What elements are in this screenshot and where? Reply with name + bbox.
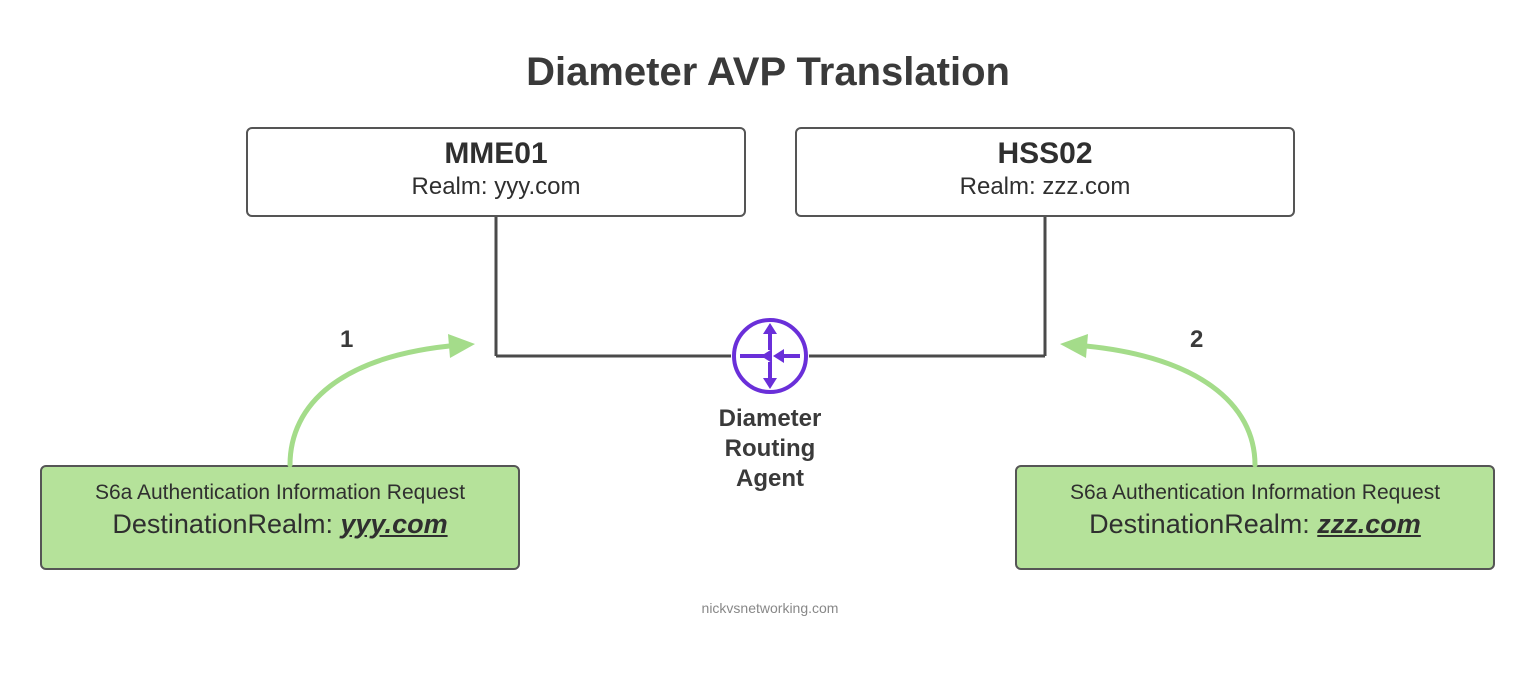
message-right: S6a Authentication Information Request D…: [1015, 465, 1495, 570]
node-mme-name: MME01: [248, 137, 744, 171]
message-left-line2: DestinationRealm: yyy.com: [52, 509, 508, 540]
dra-label-2: Routing: [725, 435, 816, 462]
node-hss: HSS02 Realm: zzz.com: [795, 127, 1295, 217]
dra-label: Diameter Routing Agent: [715, 404, 825, 494]
message-right-line1: S6a Authentication Information Request: [1027, 481, 1483, 505]
step-label-1: 1: [340, 326, 353, 354]
dra-label-1: Diameter: [719, 405, 822, 432]
watermark: nickvsnetworking.com: [690, 600, 850, 616]
svg-layer: [0, 0, 1536, 688]
message-right-line2: DestinationRealm: zzz.com: [1027, 509, 1483, 540]
message-right-realm: zzz.com: [1317, 509, 1421, 539]
dra-label-3: Agent: [736, 465, 804, 492]
message-left-realm: yyy.com: [341, 509, 448, 539]
message-right-prefix: DestinationRealm:: [1089, 509, 1317, 539]
node-hss-name: HSS02: [797, 137, 1293, 171]
message-left-prefix: DestinationRealm:: [112, 509, 340, 539]
node-hss-realm: Realm: zzz.com: [797, 173, 1293, 201]
message-left-line1: S6a Authentication Information Request: [52, 481, 508, 505]
message-left: S6a Authentication Information Request D…: [40, 465, 520, 570]
node-mme: MME01 Realm: yyy.com: [246, 127, 746, 217]
diagram-title: Diameter AVP Translation: [0, 50, 1536, 95]
step-label-2: 2: [1190, 326, 1203, 354]
node-mme-realm: Realm: yyy.com: [248, 173, 744, 201]
diagram-canvas: Diameter AVP Translation MME01 Realm: yy…: [0, 0, 1536, 688]
